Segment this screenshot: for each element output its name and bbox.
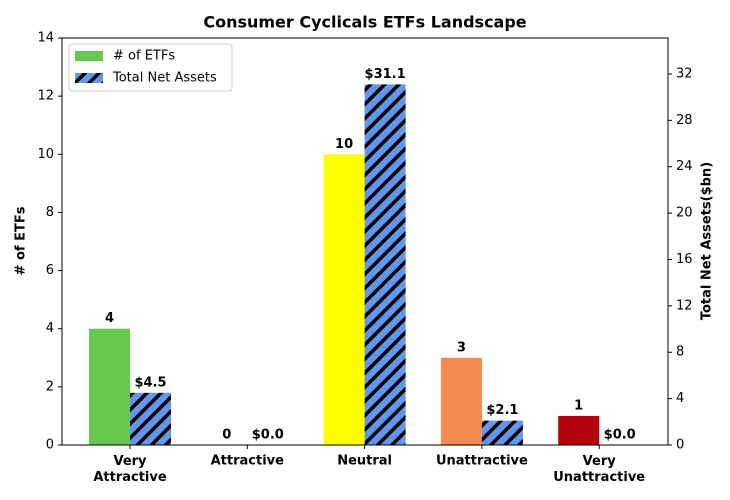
y-tick-label: 8: [46, 205, 54, 220]
value-label: $0.0: [252, 428, 284, 443]
y-tick-label: 2: [46, 379, 54, 394]
y-tick-label: 14: [37, 31, 54, 46]
y2-tick-label: 12: [676, 298, 693, 313]
chart-title: Consumer Cyclicals ETFs Landscape: [203, 13, 526, 32]
value-label: 4: [105, 311, 114, 326]
plot-frame: [61, 37, 669, 446]
bar: [481, 420, 523, 445]
legend-label: Total Net Assets: [112, 71, 217, 86]
x-tick-label: Attractive: [211, 454, 285, 469]
x-tick-label: Neutral: [337, 454, 392, 469]
x-tick-label: Unattractive: [436, 454, 528, 469]
y2-tick-label: 8: [676, 345, 684, 360]
bar: [89, 328, 130, 445]
value-label: 0: [222, 428, 231, 443]
y-tick-label: 0: [46, 438, 54, 453]
y2-tick-label: 16: [676, 252, 693, 267]
value-label: 3: [457, 340, 466, 355]
y-tick-label: 6: [46, 263, 54, 278]
bar: [440, 357, 482, 445]
bar: [364, 84, 406, 445]
y2-tick-label: 0: [676, 438, 684, 453]
bar: [558, 415, 600, 445]
y2-tick-label: 4: [676, 391, 684, 406]
legend-label: # of ETFs: [113, 49, 175, 64]
value-label: $0.0: [604, 428, 636, 443]
y2-tick-label: 24: [676, 159, 693, 174]
y2-tick-label: 20: [676, 206, 693, 221]
legend-swatch: [75, 73, 103, 83]
y-tick-label: 12: [37, 89, 54, 104]
value-label: 1: [574, 398, 583, 413]
x-tick-label: Very Attractive: [93, 454, 167, 485]
y2-tick-label: 32: [676, 66, 693, 81]
legend-swatch: [75, 51, 103, 61]
x-tick-label: Very Unattractive: [553, 454, 645, 485]
y-axis-label: # of ETFs: [14, 206, 29, 275]
legend-box: [68, 43, 233, 92]
value-label: $31.1: [365, 67, 406, 82]
y2-tick-label: 28: [676, 113, 693, 128]
value-label: $4.5: [134, 375, 166, 390]
y-tick-label: 10: [37, 147, 54, 162]
y2-axis-label: Total Net Assets($bn): [700, 162, 715, 320]
value-label: $2.1: [486, 403, 518, 418]
bar: [323, 154, 365, 446]
y-tick-label: 4: [46, 321, 54, 336]
bar: [130, 392, 171, 445]
value-label: 10: [335, 137, 353, 152]
